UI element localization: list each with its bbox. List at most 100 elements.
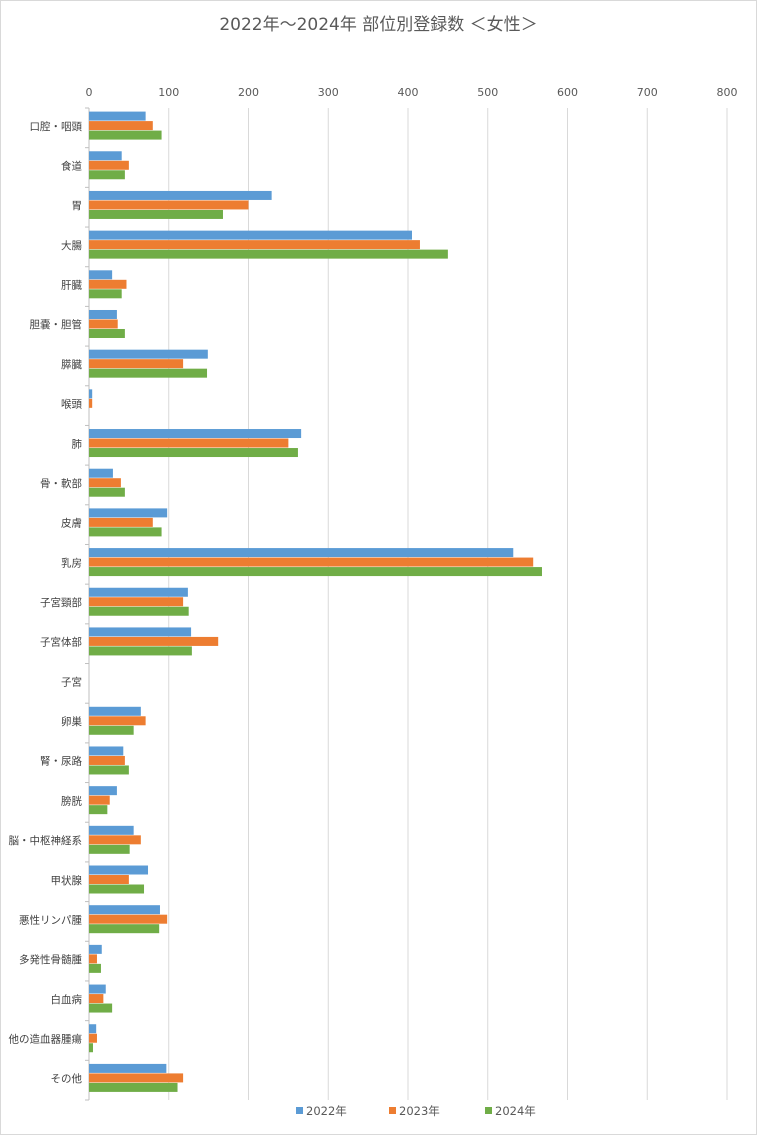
bar bbox=[89, 389, 93, 399]
bar bbox=[89, 924, 160, 934]
bar bbox=[89, 954, 97, 964]
x-tick-label: 400 bbox=[398, 86, 419, 99]
bar bbox=[89, 716, 146, 726]
category-label: 大腸 bbox=[61, 239, 82, 252]
bar bbox=[89, 944, 102, 954]
bar bbox=[89, 1033, 97, 1043]
bar bbox=[89, 1003, 113, 1013]
x-tick-label: 100 bbox=[158, 86, 179, 99]
bar bbox=[89, 905, 160, 915]
bar bbox=[89, 1073, 184, 1083]
bar bbox=[89, 508, 168, 518]
category-label: 腎・尿路 bbox=[40, 755, 82, 768]
bar bbox=[89, 448, 298, 458]
bar bbox=[89, 1043, 93, 1053]
bar bbox=[89, 597, 184, 607]
bar bbox=[89, 557, 534, 567]
bar bbox=[89, 398, 93, 408]
bar bbox=[89, 1063, 167, 1073]
category-label: 脳・中枢神経系 bbox=[9, 834, 83, 847]
bar bbox=[89, 328, 125, 338]
bar bbox=[89, 111, 146, 121]
category-label: 多発性骨髄腫 bbox=[19, 953, 82, 966]
bar bbox=[89, 319, 118, 329]
category-label: 甲状腺 bbox=[51, 874, 83, 887]
bar bbox=[89, 468, 113, 478]
legend-swatch bbox=[485, 1107, 492, 1114]
category-label: 皮膚 bbox=[61, 517, 82, 530]
bar bbox=[89, 636, 219, 646]
category-label: 膵臓 bbox=[61, 359, 82, 371]
bar bbox=[89, 170, 125, 180]
x-tick-label: 0 bbox=[86, 86, 93, 99]
category-label: 肝臓 bbox=[61, 280, 82, 292]
bar bbox=[89, 438, 289, 448]
bar bbox=[89, 984, 106, 994]
bar bbox=[89, 844, 130, 854]
bar bbox=[89, 805, 108, 815]
bar bbox=[89, 130, 162, 140]
bar bbox=[89, 429, 302, 439]
category-label: 胆嚢・胆管 bbox=[30, 318, 83, 331]
bar bbox=[89, 230, 412, 240]
bar bbox=[89, 240, 420, 250]
x-tick-label: 700 bbox=[637, 86, 658, 99]
bar bbox=[89, 1024, 97, 1034]
bar bbox=[89, 606, 189, 616]
bar bbox=[89, 309, 117, 319]
bar bbox=[89, 478, 121, 488]
bar bbox=[89, 1082, 178, 1092]
category-label: 卵巣 bbox=[61, 715, 82, 728]
bar bbox=[89, 279, 127, 289]
x-tick-label: 200 bbox=[238, 86, 259, 99]
bar bbox=[89, 706, 141, 716]
bar bbox=[89, 825, 134, 835]
x-tick-label: 800 bbox=[717, 86, 738, 99]
bar bbox=[89, 746, 124, 756]
category-label: 肺 bbox=[72, 438, 83, 450]
category-label: 他の造血器腫瘍 bbox=[9, 1032, 83, 1045]
chart-title: 2022年～2024年 部位別登録数 ＜女性＞ bbox=[219, 15, 538, 35]
category-label: 喉頭 bbox=[61, 399, 82, 411]
bar bbox=[89, 209, 223, 219]
x-tick-label: 600 bbox=[557, 86, 578, 99]
bar bbox=[89, 200, 249, 210]
category-label: 子宮 bbox=[61, 675, 82, 688]
legend-swatch bbox=[389, 1107, 396, 1114]
bar bbox=[89, 121, 153, 131]
bar bbox=[89, 527, 162, 537]
bar bbox=[89, 151, 122, 161]
bar bbox=[89, 548, 514, 558]
bar bbox=[89, 190, 272, 200]
category-label: 膀胱 bbox=[61, 794, 82, 807]
bar bbox=[89, 755, 125, 765]
bar bbox=[89, 349, 208, 359]
category-label: 悪性リンパ腫 bbox=[19, 913, 82, 926]
bar bbox=[89, 627, 192, 637]
bar bbox=[89, 865, 149, 875]
category-label: 白血病 bbox=[51, 993, 83, 1006]
bar bbox=[89, 487, 125, 497]
bar bbox=[89, 567, 542, 577]
bar bbox=[89, 963, 101, 973]
bar bbox=[89, 587, 188, 597]
bar bbox=[89, 795, 110, 805]
category-label: 口腔・咽頭 bbox=[30, 120, 83, 133]
bar bbox=[89, 765, 129, 775]
x-tick-label: 500 bbox=[477, 86, 498, 99]
bar bbox=[89, 994, 104, 1004]
bar bbox=[89, 289, 122, 299]
bar bbox=[89, 786, 117, 796]
category-label: 骨・軟部 bbox=[40, 477, 82, 490]
category-label: 乳房 bbox=[61, 556, 82, 569]
category-label: 食道 bbox=[61, 160, 82, 173]
category-label: その他 bbox=[51, 1072, 83, 1085]
bar bbox=[89, 517, 153, 527]
bar bbox=[89, 725, 134, 735]
category-label: 子宮体部 bbox=[40, 636, 82, 649]
bar bbox=[89, 914, 168, 924]
bar bbox=[89, 646, 192, 656]
bar bbox=[89, 368, 208, 378]
legend-label: 2022年 bbox=[306, 1104, 347, 1118]
